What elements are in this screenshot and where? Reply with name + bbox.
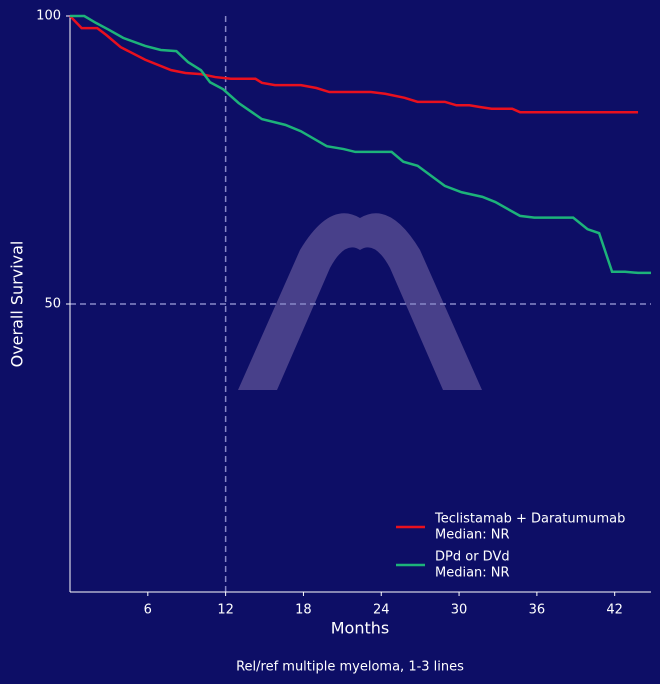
legend-median: Median: NR	[435, 528, 510, 543]
x-tick-label: 36	[529, 603, 546, 618]
watermark-logo	[238, 213, 482, 390]
y-tick-label: 50	[44, 297, 61, 312]
x-tick-label: 24	[373, 603, 390, 618]
legend-label: Teclistamab + Daratumumab	[434, 512, 625, 527]
survival-curve	[70, 14, 651, 275]
footnote: Rel/ref multiple myeloma, 1-3 lines	[236, 660, 464, 675]
legend-label: DPd or DVd	[435, 550, 510, 565]
y-axis-label: Overall Survival	[8, 241, 27, 368]
x-tick-label: 42	[606, 603, 623, 618]
x-tick-label: 12	[217, 603, 234, 618]
x-tick-label: 30	[451, 603, 468, 618]
x-tick-label: 6	[144, 603, 152, 618]
x-axis-label: Months	[331, 619, 389, 638]
survival-curve	[69, 15, 639, 114]
legend-median: Median: NR	[435, 566, 510, 581]
x-tick-label: 18	[295, 603, 312, 618]
y-tick-label: 100	[36, 9, 61, 24]
